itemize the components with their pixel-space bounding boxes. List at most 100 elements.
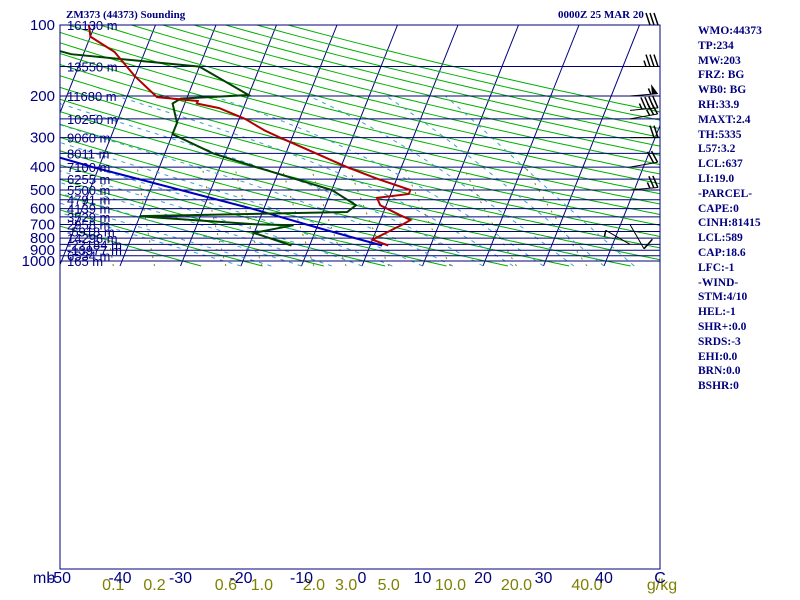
height-label: 11680 m: [67, 89, 117, 104]
isotherm-line: [603, 124, 660, 267]
stat-line: -PARCEL-: [698, 187, 753, 200]
temperature-tick-label: -20: [229, 570, 252, 587]
moist-adiabat-line: [60, 182, 332, 267]
moist-adiabat-line: [308, 95, 575, 267]
wind-barb-flag: [650, 150, 659, 163]
temperature-trace: [87, 25, 413, 247]
mixing-ratio-label: 0.2: [143, 577, 165, 594]
mixing-ratio-label: 0.1: [102, 577, 124, 594]
wind-barb-half: [638, 103, 643, 110]
temperature-tick-label: -30: [169, 570, 192, 587]
stat-line: -WIND-: [698, 276, 739, 289]
wind-barb-flag: [653, 125, 659, 138]
plot-border: [59, 24, 661, 570]
mixing-ratio-line: [281, 166, 315, 267]
wind-barb-staff: [629, 93, 658, 97]
dry-adiabat-line: [60, 111, 660, 261]
dry-adiabat-line: [60, 98, 660, 249]
dry-adiabat-line: [60, 209, 263, 267]
temperature-tick-label: 20: [474, 570, 492, 587]
wind-barb-half: [603, 230, 607, 237]
wind-barb-flag: [652, 175, 659, 188]
dry-adiabat-line: [60, 225, 202, 267]
height-label: 3529 m: [67, 210, 110, 225]
stat-line: L57:3.2: [698, 143, 736, 156]
mixing-ratio-label: 10.0: [435, 577, 466, 594]
mixing-ratio-label: 20.0: [501, 577, 532, 594]
wind-barb-flag: [648, 175, 655, 189]
pressure-tick-label: 700: [30, 216, 55, 233]
dry-adiabat-line: [162, 25, 660, 147]
stat-line: HEL:-1: [698, 306, 736, 319]
stat-line: LFC:-1: [698, 261, 735, 274]
dry-adiabat-line: [60, 42, 660, 195]
height-label: 4791 m: [67, 193, 110, 208]
pressure-tick-label: 600: [30, 201, 55, 218]
stats-panel: WMO:44373 TP:234 MW:203 FRZ: BG WB0: BG RH:33…: [698, 24, 798, 394]
wind-barb-flag: [645, 12, 651, 26]
wind-barb-flag: [649, 54, 655, 67]
wind-barb: [629, 224, 653, 250]
wind-barb-flag: [653, 12, 659, 26]
height-label: 4139 m: [67, 202, 110, 217]
mixing-ratio-label: 3.0: [335, 577, 357, 594]
height-label: -22184 m: [67, 237, 122, 252]
wind-barb-flag: [650, 102, 659, 115]
moist-adiabat-line: [445, 95, 635, 267]
dry-adiabat-line: [60, 31, 660, 185]
wind-barb: [630, 54, 659, 68]
moist-adiabat-line: [60, 170, 363, 267]
mixing-ratio-label: 0.6: [215, 577, 237, 594]
stat-line: EHI:0.0: [698, 350, 738, 363]
wind-barb-half: [646, 109, 651, 116]
wind-barb-flag: [646, 103, 655, 116]
pressure-tick-label: 100: [30, 17, 55, 34]
stat-line: LCL:637: [698, 158, 743, 171]
pressure-tick-label: 1000: [22, 253, 55, 270]
dry-adiabat-line: [68, 25, 660, 175]
height-label: 6255 m: [67, 172, 110, 187]
stat-line: CINH:81415: [698, 217, 761, 230]
pressure-tick-label: 800: [30, 230, 55, 247]
mixing-ratio-line: [525, 166, 588, 267]
temperature-tick-label: 10: [414, 570, 432, 587]
moist-adiabat-line: [60, 103, 484, 267]
dry-adiabat-line: [60, 123, 631, 267]
stat-line: SHR+:0.0: [698, 320, 747, 333]
height-label: 8011 m: [67, 146, 109, 161]
temperature-tick-label: 40: [595, 570, 613, 587]
stat-line: WMO:44373: [698, 25, 762, 37]
stat-line: BSHR:0: [698, 380, 739, 393]
pressure-tick-label: 300: [30, 130, 55, 147]
stat-line: FRZ: BG: [698, 69, 745, 82]
isotherm-line: [422, 25, 519, 267]
pressure-tick-label: 400: [30, 159, 55, 176]
wind-barb-flag: [646, 151, 655, 164]
height-label: 6534 m: [67, 249, 110, 264]
mixing-ratio-unit: g/kg: [647, 577, 677, 594]
isotherm-line: [60, 25, 96, 115]
wind-barb-pennant: [651, 84, 658, 95]
temperature-tick-label: -50: [48, 570, 71, 587]
sounding-time: 0000Z 25 MAR 20: [558, 9, 644, 21]
dry-adiabat-line: [60, 150, 509, 267]
dry-adiabat-line: [131, 25, 660, 156]
height-label: -13977 m: [67, 243, 122, 258]
x-axis-left-label: mb: [33, 570, 55, 587]
wind-barb-flag: [653, 54, 659, 67]
moist-adiabat-line: [116, 95, 514, 267]
dry-adiabat-line: [60, 178, 386, 267]
x-axis-right-label: C: [654, 570, 666, 587]
stat-line: MW:203: [698, 54, 741, 67]
plot-frame: [59, 24, 661, 570]
dry-adiabat-line: [60, 63, 660, 216]
dry-adiabat-line: [225, 25, 660, 130]
stat-line: CAPE:0: [698, 202, 739, 215]
stat-line: RH:33.9: [698, 98, 740, 111]
station-title: ZM373 (44373) Sounding: [66, 9, 186, 21]
wind-barb-half: [643, 60, 647, 67]
height-label: 13550 m: [67, 60, 118, 75]
mixing-ratio-line: [348, 166, 390, 267]
height-label: 10250 m: [67, 112, 118, 127]
